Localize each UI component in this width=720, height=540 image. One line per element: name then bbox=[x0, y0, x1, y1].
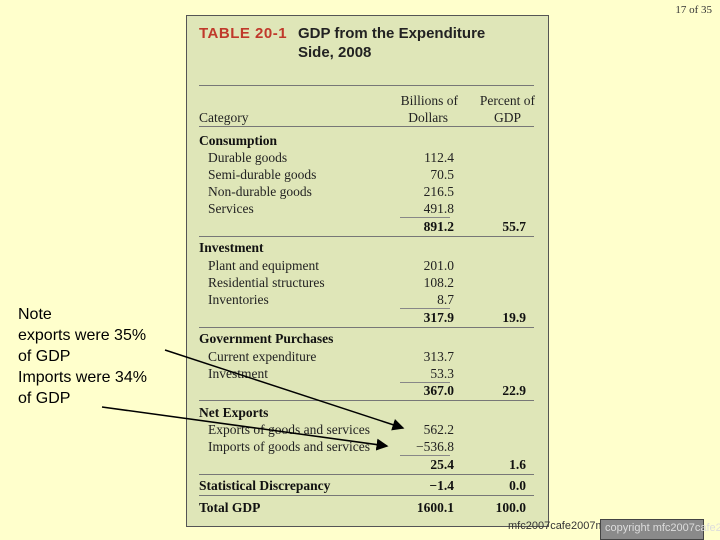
subtotal-rule bbox=[400, 308, 450, 309]
table-row-imports: Imports of goods and services −536.8 bbox=[208, 439, 454, 454]
exports-arrow bbox=[164, 349, 405, 431]
col-header-category: Category bbox=[199, 110, 249, 125]
subtotal-rule bbox=[400, 455, 450, 456]
header-top-rule bbox=[199, 85, 534, 86]
subtotal-row: 367.0 22.9 bbox=[423, 383, 526, 398]
page-number: 17 of 35 bbox=[675, 4, 712, 16]
footer-box: copyright mfc2007cafe2007 bbox=[600, 519, 720, 540]
section-rule bbox=[199, 495, 534, 496]
note-line: exports were 35% bbox=[18, 327, 147, 344]
table-row: Inventories 8.7 bbox=[208, 292, 454, 307]
discrepancy-row: Statistical Discrepancy −1.4 0.0 bbox=[199, 478, 526, 493]
subtotal-row: 317.9 19.9 bbox=[423, 310, 526, 325]
col-header-dollars-1: Billions of bbox=[400, 93, 458, 108]
col-header-category-row: Category bbox=[199, 109, 534, 126]
annotation-note: Note exports were 35% of GDP Imports wer… bbox=[18, 304, 147, 409]
subtotal-row: 891.2 55.7 bbox=[423, 219, 526, 234]
col-header-percent-2: GDP bbox=[493, 110, 521, 125]
note-line: Imports were 34% bbox=[18, 369, 147, 386]
col-header-dollars-2: Dollars bbox=[408, 110, 448, 125]
section-rule bbox=[199, 400, 534, 401]
subtotal-rule bbox=[400, 217, 450, 218]
note-line: Note bbox=[18, 306, 52, 323]
table-row: Residential structures 108.2 bbox=[208, 275, 454, 290]
section-header-net-exports: Net Exports bbox=[199, 405, 269, 420]
note-line: of GDP bbox=[18, 348, 71, 365]
header-bottom-rule bbox=[199, 126, 534, 127]
section-header-government: Government Purchases bbox=[199, 331, 334, 346]
table-row: Services 491.8 bbox=[208, 201, 454, 216]
section-rule bbox=[199, 236, 534, 237]
table-row: Durable goods 112.4 bbox=[208, 150, 454, 165]
section-rule bbox=[199, 327, 534, 328]
gdp-table: TABLE 20-1 GDP from the Expenditure Side… bbox=[186, 15, 549, 527]
table-row: Current expenditure 313.7 bbox=[208, 349, 454, 364]
col-header-percent-1: Percent of bbox=[479, 93, 535, 108]
table-row: Plant and equipment 201.0 bbox=[208, 258, 454, 273]
section-header-consumption: Consumption bbox=[199, 133, 278, 148]
table-number: TABLE 20-1 bbox=[199, 25, 288, 42]
imports-arrow bbox=[101, 406, 389, 451]
table-row: Semi-durable goods 70.5 bbox=[208, 167, 454, 182]
subtotal-rule bbox=[400, 382, 450, 383]
table-title: GDP from the Expenditure Side, 2008 bbox=[298, 25, 486, 61]
section-rule bbox=[199, 474, 534, 475]
note-line: of GDP bbox=[18, 390, 71, 407]
section-header-investment: Investment bbox=[199, 240, 264, 255]
footer-box-text: copyright mfc2007cafe2007 bbox=[605, 522, 720, 534]
table-row-exports: Exports of goods and services 562.2 bbox=[208, 422, 454, 437]
table-row: Non-durable goods 216.5 bbox=[208, 184, 454, 199]
subtotal-row: 25.4 1.6 bbox=[430, 457, 526, 472]
total-gdp-row: Total GDP 1600.1 100.0 bbox=[199, 500, 526, 515]
